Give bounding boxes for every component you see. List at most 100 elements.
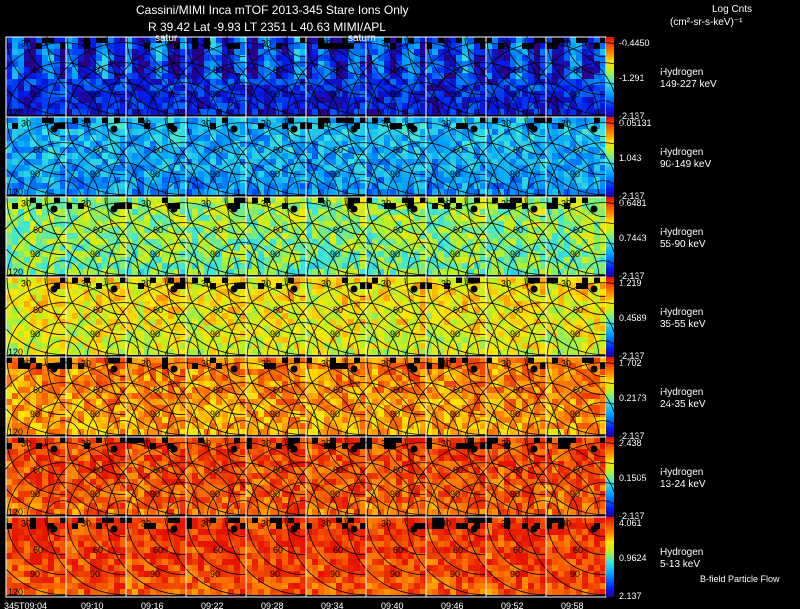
contour-line: [526, 122, 680, 276]
image-panel: [0, 202, 140, 358]
contour-line: [566, 482, 640, 555]
colorbar-max-label: 1.702: [619, 358, 642, 368]
image-panel: [0, 442, 140, 598]
contour-label: 90: [30, 329, 40, 339]
contour-line: [466, 202, 620, 356]
contour-label: 60: [393, 385, 403, 395]
colorbar: [606, 37, 614, 117]
saturn-dot: [50, 285, 58, 293]
image-panel: [166, 122, 320, 278]
saturn-dot: [410, 125, 418, 133]
contour-label: 60: [273, 65, 283, 75]
contour-label: 30: [141, 199, 151, 209]
contour-label: 90: [390, 169, 400, 179]
contour-label: 30: [561, 359, 571, 369]
contour-label: 30: [441, 199, 451, 209]
contour-label: 30: [81, 279, 91, 289]
saturn-dot: [110, 205, 118, 213]
contour-line: [466, 282, 620, 436]
image-panel: [226, 442, 380, 598]
contour-label: 60: [33, 465, 43, 475]
colorbar-min-label: -2.137: [619, 511, 645, 521]
contour-label: 30: [321, 359, 331, 369]
saturn-dot: [230, 365, 238, 373]
contour-label: 60: [153, 305, 163, 315]
contour-label: 60: [333, 145, 343, 155]
contour-label: 60: [393, 305, 403, 315]
contour-label: 60: [573, 385, 583, 395]
energy-label: 90-149 keV: [660, 159, 711, 170]
saturn-dot: [50, 125, 58, 133]
contour-label: 30: [141, 359, 151, 369]
contour-label: 90: [90, 249, 100, 259]
saturn-dot: [350, 525, 358, 533]
energy-label: 24-35 keV: [660, 399, 706, 410]
contour-label: 30: [321, 39, 331, 49]
contour-label: 90: [90, 409, 100, 419]
contour-label: 60: [333, 465, 343, 475]
contour-label: 90: [270, 409, 280, 419]
saturn-marker-label-left: satur: [155, 33, 178, 44]
saturn-dot: [410, 365, 418, 373]
contour-label: 60: [513, 545, 523, 555]
image-panel: [106, 202, 260, 358]
contour-label: 90: [450, 569, 460, 579]
time-tick-label: 09:40: [381, 601, 404, 609]
contour-line: [584, 20, 622, 57]
contour-line: [566, 2, 640, 75]
species-label: Hydrogen: [660, 307, 703, 318]
image-panel: [106, 122, 260, 278]
contour-label: 30: [321, 439, 331, 449]
contour-line: [526, 0, 680, 115]
time-tick-label: 09:28: [261, 601, 284, 609]
contour-label: 90: [90, 569, 100, 579]
units-label-sub: (cm²-sr-s-keV)⁻¹: [670, 17, 743, 28]
saturn-dot: [590, 285, 598, 293]
saturn-dot: [290, 205, 298, 213]
contour-label: 30: [441, 359, 451, 369]
saturn-dot: [530, 365, 538, 373]
contour-label: 90: [510, 169, 520, 179]
contour-line: [526, 42, 680, 195]
saturn-dot: [230, 205, 238, 213]
contour-label: 30: [261, 119, 271, 129]
time-tick-label: 09:46: [441, 601, 464, 609]
contour-label: 60: [273, 305, 283, 315]
contour-label: 30: [501, 359, 511, 369]
contour-label: 60: [333, 225, 343, 235]
contour-label: 90: [150, 489, 160, 499]
contour-label: 90: [570, 169, 580, 179]
colorbar: [606, 517, 614, 597]
contour-label: 60: [33, 545, 43, 555]
species-label: Hydrogen: [660, 147, 703, 158]
contour-label: 30: [381, 519, 391, 529]
contour-label: 90: [390, 89, 400, 99]
contour-label: 90: [450, 409, 460, 419]
image-panel: [406, 42, 560, 198]
contour-label: 90: [330, 409, 340, 419]
contour-label: 60: [33, 225, 43, 235]
contour-label: 90: [330, 569, 340, 579]
image-panel: [526, 442, 680, 598]
image-panel: [466, 442, 620, 598]
contour-line: [526, 442, 680, 595]
contour-label: 60: [153, 225, 163, 235]
contour-label: 90: [30, 409, 40, 419]
contour-label: 90: [570, 329, 580, 339]
colorbar-max-label: 0.6481: [619, 198, 647, 208]
contour-label: 30: [21, 199, 31, 209]
contour-label: 60: [93, 145, 103, 155]
contour-label: 60: [93, 465, 103, 475]
contour-label: 30: [381, 39, 391, 49]
image-panel: [166, 282, 320, 438]
contour-line: [466, 442, 620, 595]
contour-label: 90: [510, 489, 520, 499]
image-panel: [0, 42, 140, 198]
contour-label: 30: [381, 359, 391, 369]
contour-line: [466, 362, 620, 516]
image-panel: [0, 282, 140, 438]
contour-label: 60: [333, 385, 343, 395]
colorbar-min-label: -2.137: [619, 351, 645, 361]
saturn-dot: [290, 445, 298, 453]
